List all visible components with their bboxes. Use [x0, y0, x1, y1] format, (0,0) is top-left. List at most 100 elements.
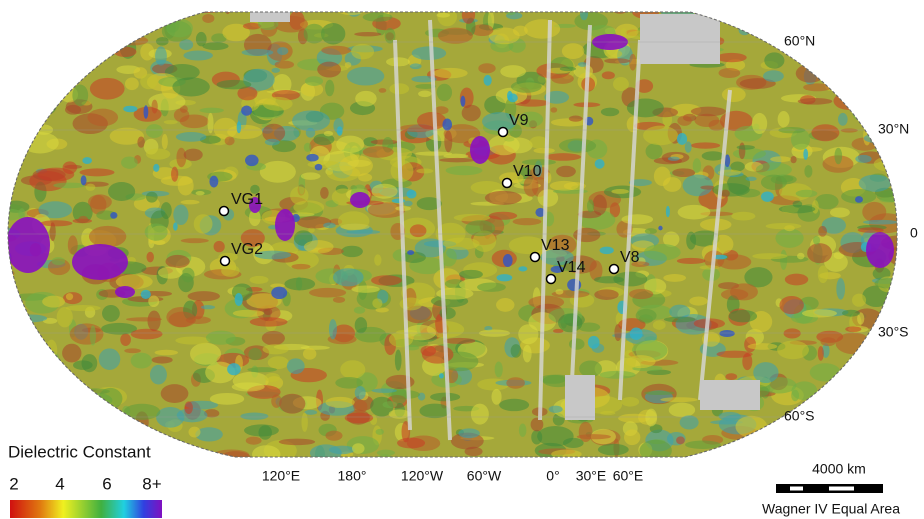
terrain-patch [862, 202, 886, 222]
terrain-patch [325, 80, 334, 97]
terrain-patch [324, 131, 333, 136]
terrain-patch [810, 363, 841, 381]
terrain-patch [733, 148, 766, 159]
terrain-patch [340, 457, 369, 466]
terrain-patch [723, 454, 758, 464]
terrain-patch [347, 0, 383, 12]
terrain-patch [691, 107, 726, 117]
terrain-patch [838, 113, 848, 126]
high-dielectric-patch [271, 287, 287, 299]
terrain-patch [323, 222, 336, 228]
terrain-patch [47, 61, 79, 79]
terrain-patch [260, 161, 296, 183]
terrain-patch [355, 91, 376, 107]
legend: Dielectric Constant 2 4 6 8+ [8, 442, 162, 518]
terrain-patch [887, 385, 907, 406]
terrain-patch [438, 28, 473, 44]
terrain-patch [664, 317, 696, 323]
terrain-patch [199, 108, 223, 113]
terrain-patch [34, 346, 51, 364]
terrain-patch [371, 275, 402, 285]
terrain-patch [874, 156, 911, 172]
purple-patch [115, 286, 135, 298]
high-dielectric-patch [237, 121, 242, 133]
terrain-patch [64, 417, 90, 422]
legend-tick: 4 [55, 474, 64, 493]
terrain-patch [42, 296, 65, 308]
terrain-patch [462, 5, 475, 24]
site-marker [547, 275, 556, 284]
terrain-patch [265, 139, 280, 146]
terrain-patch [672, 168, 695, 177]
no-data-area [565, 375, 595, 420]
terrain-patch [876, 407, 889, 418]
terrain-patch [555, 289, 563, 295]
terrain-patch [491, 389, 501, 405]
terrain-patch [301, 413, 307, 432]
terrain-patch [646, 143, 663, 159]
terrain-patch [400, 297, 423, 310]
terrain-patch [812, 200, 819, 213]
terrain-patch [887, 36, 921, 46]
scale-bar-segment [790, 487, 803, 491]
high-dielectric-patch [677, 133, 687, 145]
terrain-patch [872, 21, 885, 35]
high-dielectric-patch [16, 90, 23, 100]
terrain-patch [173, 205, 188, 225]
terrain-patch [735, 416, 767, 438]
terrain-patch [763, 70, 784, 82]
terrain-patch [68, 33, 92, 50]
site-marker [221, 257, 230, 266]
terrain-patch [897, 0, 924, 11]
terrain-patch [404, 201, 413, 207]
terrain-patch [421, 346, 436, 357]
terrain-patch [874, 278, 905, 289]
terrain-patch [146, 192, 158, 203]
terrain-patch [131, 329, 163, 340]
terrain-patch [696, 6, 723, 11]
terrain-patch [855, 155, 871, 163]
terrain-patch [53, 72, 62, 83]
terrain-patch [471, 404, 489, 425]
terrain-patch [79, 2, 106, 14]
high-dielectric-patch [337, 126, 343, 136]
terrain-patch [506, 377, 525, 389]
terrain-patch [165, 255, 189, 268]
terrain-patch [677, 116, 691, 126]
terrain-patch [689, 297, 707, 306]
terrain-patch [678, 205, 711, 220]
high-dielectric-patch [315, 164, 323, 171]
high-dielectric-patch [439, 373, 444, 378]
terrain-patch [279, 394, 305, 414]
terrain-patch [702, 151, 725, 160]
terrain-patch [347, 67, 384, 86]
terrain-patch [845, 326, 861, 332]
terrain-patch [86, 184, 96, 191]
terrain-patch [722, 87, 746, 102]
terrain-patch [462, 105, 481, 121]
terrain-patch [909, 151, 920, 158]
high-dielectric-patch [110, 212, 117, 219]
terrain-patch [519, 0, 557, 5]
latitude-label: 30°N [878, 121, 909, 137]
terrain-patch [902, 271, 924, 289]
terrain-patch [68, 235, 78, 254]
terrain-patch [818, 346, 824, 361]
high-dielectric-patch [855, 196, 863, 203]
terrain-patch [317, 62, 341, 78]
terrain-patch [389, 332, 413, 348]
terrain-patch [862, 68, 870, 77]
terrain-patch [383, 401, 398, 408]
terrain-patch [668, 157, 680, 161]
terrain-patch [259, 0, 272, 7]
terrain-patch [176, 132, 207, 142]
terrain-patch [834, 148, 842, 165]
terrain-patch [336, 2, 368, 15]
terrain-patch [579, 360, 602, 377]
terrain-patch [629, 289, 653, 299]
terrain-patch [624, 429, 640, 445]
terrain-patch [55, 22, 67, 37]
terrain-patch [833, 92, 864, 110]
terrain-patch [102, 15, 115, 31]
terrain-patch [511, 344, 522, 358]
